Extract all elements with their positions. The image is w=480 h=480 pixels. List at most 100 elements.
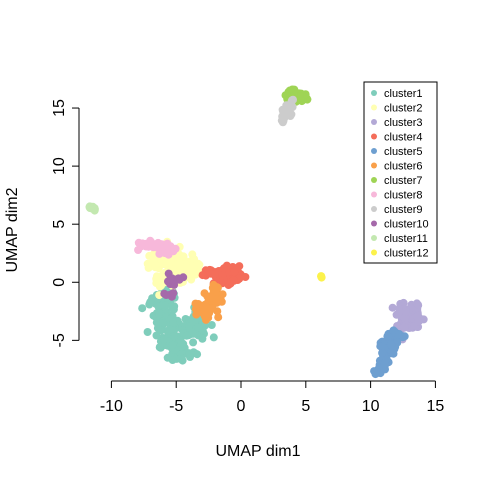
point-cluster10 xyxy=(169,289,178,298)
point-cluster4 xyxy=(241,273,250,281)
x-axis-label: UMAP dim1 xyxy=(215,443,300,460)
legend-item-cluster4: cluster4 xyxy=(371,132,423,144)
axes-layer: -10 -5 0 5 10 15 -5 0 5 10 15 xyxy=(51,99,444,415)
y-tick-label: 15 xyxy=(51,99,68,117)
point-cluster1 xyxy=(168,340,177,349)
point-cluster2 xyxy=(173,260,182,269)
point-cluster10 xyxy=(162,291,171,299)
series-cluster7 xyxy=(281,85,312,106)
legend-swatch xyxy=(371,148,377,154)
point-cluster8 xyxy=(138,239,147,248)
legend-label: cluster6 xyxy=(384,161,423,173)
point-cluster5 xyxy=(387,340,396,349)
point-cluster9 xyxy=(278,112,287,121)
point-cluster2 xyxy=(155,282,164,291)
point-cluster5 xyxy=(389,326,398,335)
point-cluster8 xyxy=(155,249,164,258)
point-cluster3 xyxy=(414,317,423,326)
point-cluster1 xyxy=(161,301,170,310)
legend-item-cluster9: cluster9 xyxy=(371,204,423,216)
point-cluster6 xyxy=(212,295,221,304)
point-cluster1 xyxy=(156,343,164,352)
point-cluster1 xyxy=(209,333,218,342)
point-cluster10 xyxy=(175,275,184,284)
legend-item-cluster7: cluster7 xyxy=(371,175,423,187)
series-cluster5 xyxy=(370,326,409,379)
point-cluster1 xyxy=(177,339,186,348)
legend-label: cluster3 xyxy=(384,117,423,129)
legend-swatch xyxy=(371,119,377,125)
point-cluster1 xyxy=(182,331,191,340)
point-cluster1 xyxy=(189,338,198,347)
point-cluster11 xyxy=(90,205,99,214)
point-cluster5 xyxy=(383,332,392,341)
point-cluster1 xyxy=(143,328,152,336)
y-tick-label: 0 xyxy=(51,278,68,287)
point-cluster2 xyxy=(149,257,158,266)
legend-label: cluster2 xyxy=(384,103,423,115)
legend-item-cluster5: cluster5 xyxy=(371,146,423,158)
legend-swatch xyxy=(371,90,377,96)
point-cluster4 xyxy=(204,266,213,275)
point-cluster3 xyxy=(388,303,397,312)
series-cluster6 xyxy=(191,280,227,324)
legend-swatch xyxy=(371,206,377,212)
series-cluster12 xyxy=(317,272,326,282)
legend-item-cluster10: cluster10 xyxy=(371,219,429,231)
point-cluster1 xyxy=(185,349,194,358)
point-cluster9 xyxy=(278,105,287,114)
point-cluster1 xyxy=(159,318,168,327)
point-cluster4 xyxy=(198,271,207,280)
legend-label: cluster7 xyxy=(384,175,423,187)
legend-item-cluster6: cluster6 xyxy=(371,161,423,173)
point-cluster6 xyxy=(192,300,201,309)
point-cluster9 xyxy=(289,95,297,104)
point-cluster1 xyxy=(160,335,169,344)
point-cluster1 xyxy=(165,325,174,334)
legend-swatch xyxy=(371,133,377,140)
legend-label: cluster10 xyxy=(384,219,429,231)
point-cluster1 xyxy=(207,321,216,329)
point-cluster9 xyxy=(285,106,294,115)
point-cluster1 xyxy=(153,324,162,333)
point-cluster1 xyxy=(193,350,202,359)
legend-box xyxy=(363,81,438,264)
point-cluster1 xyxy=(138,304,147,313)
point-cluster10 xyxy=(166,275,175,284)
x-tick-label: -5 xyxy=(169,398,183,415)
point-cluster2 xyxy=(145,251,154,260)
legend-label: cluster1 xyxy=(384,88,423,100)
y-axis-label: UMAP dim2 xyxy=(4,187,21,272)
point-cluster6 xyxy=(198,308,207,317)
point-cluster8 xyxy=(134,246,143,254)
point-cluster2 xyxy=(152,274,161,283)
point-cluster6 xyxy=(214,313,223,322)
point-cluster2 xyxy=(185,267,194,276)
legend-item-cluster3: cluster3 xyxy=(371,117,423,129)
legend-swatch xyxy=(371,249,377,256)
legend-label: cluster12 xyxy=(384,248,429,260)
legend-swatch xyxy=(371,177,377,183)
legend-label: cluster9 xyxy=(384,204,423,216)
legend-item-cluster11: cluster11 xyxy=(371,233,428,245)
x-tick-label: 5 xyxy=(301,398,310,415)
legend-item-cluster1: cluster1 xyxy=(371,88,423,100)
point-cluster1 xyxy=(146,297,155,306)
point-cluster1 xyxy=(194,323,203,332)
point-cluster12 xyxy=(317,272,326,281)
x-tick-label: -10 xyxy=(100,398,123,415)
point-cluster3 xyxy=(400,313,409,322)
legend-swatch xyxy=(371,104,377,111)
point-cluster1 xyxy=(168,356,177,364)
point-cluster1 xyxy=(198,334,207,343)
y-tick-label: 5 xyxy=(51,220,68,229)
point-cluster6 xyxy=(208,304,217,313)
point-cluster1 xyxy=(155,310,163,319)
point-cluster2 xyxy=(158,260,167,269)
legend: cluster1 cluster2 cluster3 cluster4 cluster5… xyxy=(363,81,438,264)
series-cluster4 xyxy=(198,261,250,289)
point-cluster2 xyxy=(144,263,153,272)
x-tick-label: 15 xyxy=(427,398,445,415)
point-cluster4 xyxy=(230,267,239,276)
point-cluster3 xyxy=(400,323,409,332)
